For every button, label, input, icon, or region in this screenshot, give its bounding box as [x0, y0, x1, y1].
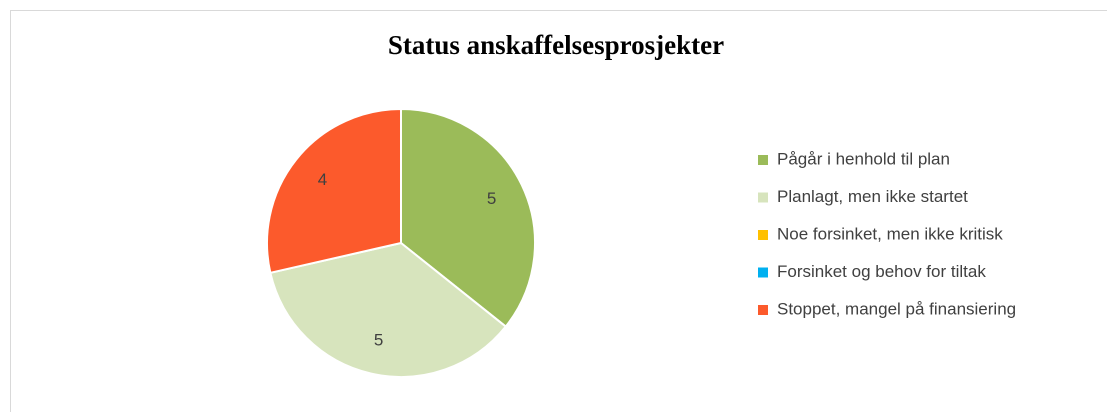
pie-slice [269, 241, 508, 378]
legend-marker [758, 230, 768, 240]
data-label: 5 [487, 189, 496, 208]
data-label: 4 [318, 170, 327, 189]
chart-title: Status anskaffelsesprosjekter [388, 30, 724, 60]
legend-label: Planlagt, men ikke startet [777, 187, 968, 206]
legend-marker [758, 155, 768, 165]
legend-marker [758, 192, 768, 203]
legend-marker [758, 267, 768, 278]
legend-marker [758, 305, 768, 315]
legend-label: Pågår i henhold til plan [777, 149, 950, 168]
legend-label: Forsinket og behov for tiltak [777, 262, 986, 281]
chart-border [10, 10, 1107, 412]
pie-slice [266, 107, 402, 275]
legend-label: Stoppet, mangel på finansiering [777, 299, 1016, 318]
data-label: 5 [374, 330, 383, 349]
legend-label: Noe forsinket, men ikke kritisk [777, 224, 1003, 243]
pie-slice [400, 107, 536, 328]
